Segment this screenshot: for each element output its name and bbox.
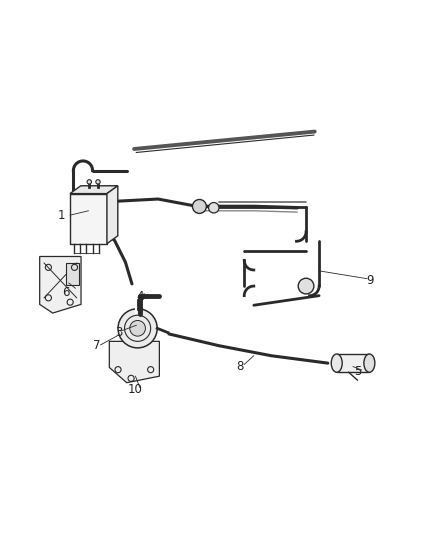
Ellipse shape [331, 354, 342, 372]
Text: 8: 8 [236, 360, 244, 373]
Text: 10: 10 [128, 383, 143, 395]
Text: 6: 6 [62, 286, 70, 299]
Ellipse shape [364, 354, 375, 372]
Circle shape [118, 309, 157, 348]
Text: 9: 9 [367, 274, 374, 287]
Circle shape [208, 203, 219, 213]
Text: 3: 3 [115, 326, 123, 339]
Circle shape [298, 278, 314, 294]
Polygon shape [110, 341, 159, 383]
Text: 4: 4 [136, 289, 144, 303]
Text: 7: 7 [92, 339, 100, 352]
Circle shape [87, 180, 92, 184]
Polygon shape [40, 256, 81, 313]
Text: 1: 1 [58, 208, 65, 222]
Text: 5: 5 [354, 365, 361, 378]
Bar [66, 263, 79, 285]
Polygon shape [70, 186, 118, 193]
Polygon shape [70, 193, 107, 244]
Circle shape [192, 199, 206, 213]
Bar [337, 354, 369, 372]
Circle shape [130, 320, 145, 336]
Circle shape [96, 180, 100, 184]
Polygon shape [107, 186, 118, 244]
